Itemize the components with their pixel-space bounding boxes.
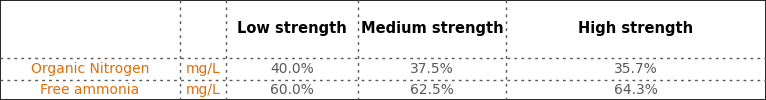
Text: Medium strength: Medium strength bbox=[361, 22, 503, 36]
Text: 40.0%: 40.0% bbox=[270, 62, 314, 76]
Text: 35.7%: 35.7% bbox=[614, 62, 658, 76]
Text: 64.3%: 64.3% bbox=[614, 83, 658, 97]
Text: mg/L: mg/L bbox=[185, 83, 221, 97]
Text: Low strength: Low strength bbox=[237, 22, 347, 36]
Text: 60.0%: 60.0% bbox=[270, 83, 314, 97]
Text: mg/L: mg/L bbox=[185, 62, 221, 76]
Text: Organic Nitrogen: Organic Nitrogen bbox=[31, 62, 149, 76]
Text: 62.5%: 62.5% bbox=[410, 83, 454, 97]
Text: 37.5%: 37.5% bbox=[410, 62, 454, 76]
Text: Free ammonia: Free ammonia bbox=[41, 83, 139, 97]
Text: High strength: High strength bbox=[578, 22, 693, 36]
